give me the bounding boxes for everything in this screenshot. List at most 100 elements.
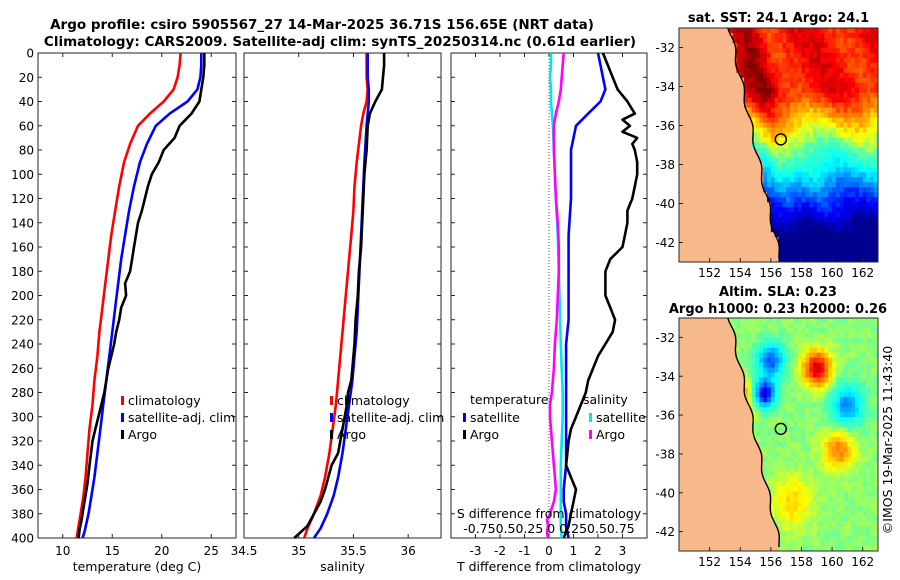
map-cell xyxy=(862,162,867,168)
map-cell xyxy=(820,501,825,507)
map-cell xyxy=(866,172,871,178)
map-cell xyxy=(701,327,707,334)
map-cell xyxy=(736,318,741,324)
map-cell xyxy=(736,32,741,39)
map-cell xyxy=(797,42,802,49)
map-cell xyxy=(759,147,764,153)
map-cell xyxy=(721,496,726,502)
map-cell xyxy=(698,347,703,354)
map-cell xyxy=(755,446,760,453)
map-cell xyxy=(717,342,722,349)
map-cell xyxy=(786,67,791,74)
map-cell xyxy=(686,252,691,258)
map-cell xyxy=(740,257,745,263)
map-cell xyxy=(767,357,772,364)
map-cell xyxy=(724,318,730,324)
map-cell xyxy=(728,347,733,354)
map-cell xyxy=(694,127,699,133)
map-cell xyxy=(744,496,749,502)
map-cell xyxy=(682,521,688,527)
map-cell xyxy=(732,197,737,203)
map-cell xyxy=(847,207,852,213)
map-cell xyxy=(801,342,806,349)
map-cell xyxy=(858,382,864,388)
map-cell xyxy=(763,521,768,527)
map-cell xyxy=(717,232,722,238)
map-cell xyxy=(843,202,848,208)
map-cell xyxy=(851,446,856,453)
map-cell xyxy=(828,202,833,208)
map-cell xyxy=(816,257,821,263)
map-cell xyxy=(793,402,799,408)
map-cell xyxy=(778,322,783,329)
map-cell xyxy=(847,52,852,59)
map-cell xyxy=(774,47,779,54)
map-cell xyxy=(862,67,867,74)
map-cell xyxy=(820,506,825,512)
map-cell xyxy=(847,247,852,253)
map-cell xyxy=(721,446,726,453)
map-cell xyxy=(839,127,844,133)
map-cell xyxy=(809,187,814,193)
map-cell xyxy=(767,67,772,74)
map-cell xyxy=(767,47,772,54)
map-cell xyxy=(843,157,848,163)
map-cell xyxy=(690,491,695,497)
map-cell xyxy=(789,147,795,153)
map-cell xyxy=(721,511,726,517)
map-cell xyxy=(824,432,829,438)
map-cell xyxy=(736,152,741,158)
map-cell xyxy=(698,516,703,522)
map-cell xyxy=(801,32,806,39)
map-cell xyxy=(778,491,783,497)
map-cell xyxy=(820,42,825,49)
map-cell xyxy=(744,112,749,119)
map-cell xyxy=(828,541,833,547)
map-cell xyxy=(797,397,802,403)
map-cell xyxy=(724,47,730,54)
map-cell xyxy=(736,511,741,517)
map-cell xyxy=(809,417,814,423)
map-cell xyxy=(828,441,833,448)
map-cell xyxy=(698,92,703,99)
map-cell xyxy=(740,82,745,89)
map-cell xyxy=(763,157,768,163)
map-cell xyxy=(874,212,879,218)
map-cell xyxy=(801,491,806,497)
map-cell xyxy=(701,352,707,359)
map-cell xyxy=(717,471,722,478)
map-cell xyxy=(801,446,806,453)
map-cell xyxy=(721,342,726,349)
map-cell xyxy=(755,122,760,128)
map-cell xyxy=(832,132,837,138)
map-cell xyxy=(816,217,821,223)
map-cell xyxy=(713,197,718,203)
map-cell xyxy=(789,112,795,119)
map-cell xyxy=(805,87,810,94)
map-cell xyxy=(724,367,730,373)
map-cell xyxy=(855,511,860,517)
map-cell xyxy=(870,247,875,253)
map-cell xyxy=(682,127,688,133)
map-cell xyxy=(832,397,837,403)
map-cell xyxy=(694,402,699,408)
map-cell xyxy=(721,52,726,59)
map-cell xyxy=(701,162,707,168)
map-cell xyxy=(786,466,791,473)
map-cell xyxy=(832,342,837,349)
map-cell xyxy=(812,122,818,128)
map-cell xyxy=(797,187,802,193)
map-cell xyxy=(682,172,688,178)
map-cell xyxy=(747,47,753,54)
map-cell xyxy=(717,47,722,54)
map-cell xyxy=(782,427,787,433)
map-cell xyxy=(874,197,879,203)
map-cell xyxy=(820,342,825,349)
map-cell xyxy=(774,197,779,203)
map-cell xyxy=(686,476,691,482)
map-cell xyxy=(679,531,684,537)
map-cell xyxy=(778,501,783,507)
map-cell xyxy=(686,471,691,478)
map-cell xyxy=(767,362,772,368)
map-cell xyxy=(770,382,776,388)
